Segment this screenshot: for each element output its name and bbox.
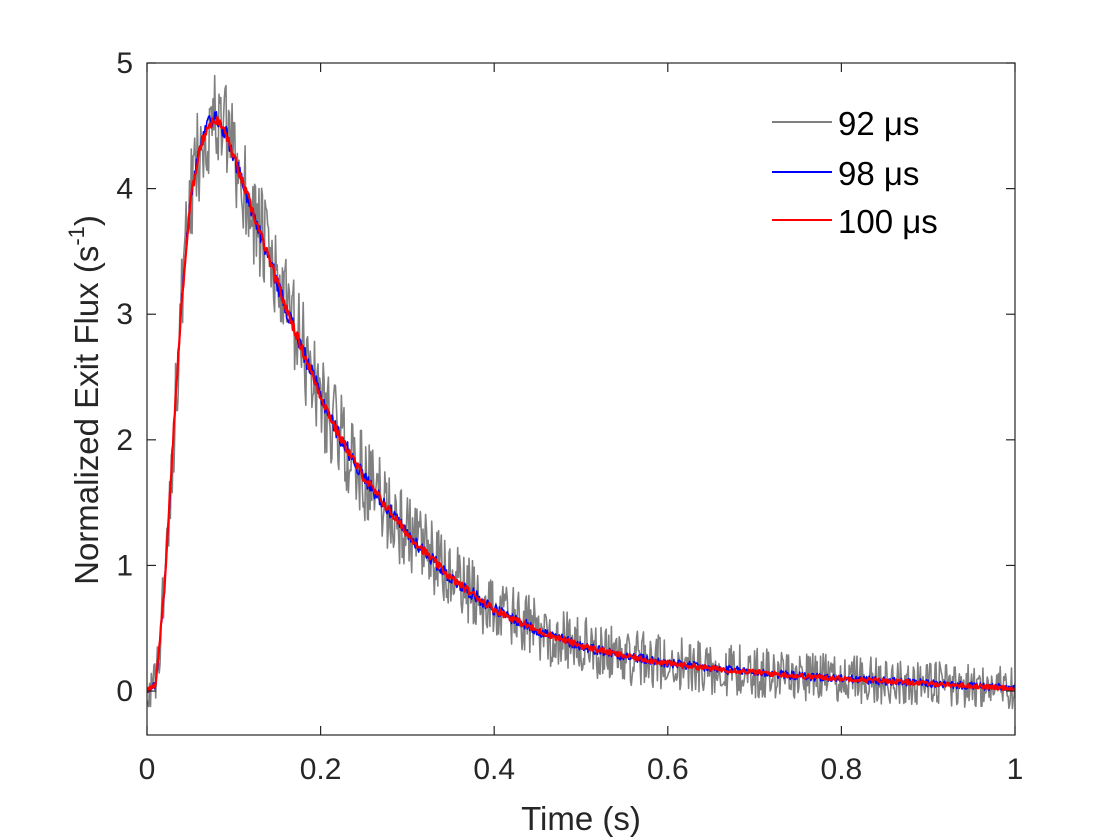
y-tick-label: 2 (116, 424, 133, 457)
x-tick-label: 0 (139, 753, 156, 786)
y-axis-label: Normalized Exit Flux (s-1) (64, 215, 105, 585)
tick-layer: 0 0.2 0.4 0.6 0.8 1 0 1 2 3 4 5 (116, 47, 1023, 786)
plot-frame (146, 62, 1016, 736)
y-tick-label: 0 (116, 675, 133, 708)
y-axis-label-superscript: -1 (64, 226, 89, 246)
y-axis-label-close: ) (68, 215, 105, 226)
y-tick-label: 1 (116, 549, 133, 582)
x-tick-label: 1 (1007, 753, 1024, 786)
legend: 92 μs 98 μs 100 μs (772, 105, 938, 240)
y-axis-label-main: Normalized Exit Flux (s (68, 246, 105, 585)
series-layer (147, 74, 1015, 710)
plot-area (147, 63, 1015, 735)
y-tick-label: 3 (116, 298, 133, 331)
series-line-2 (147, 115, 1015, 694)
legend-label-98us: 98 μs (838, 155, 919, 192)
x-tick-label: 0.2 (300, 753, 342, 786)
series-line-0 (147, 74, 1015, 710)
legend-label-92us: 92 μs (838, 105, 919, 142)
x-axis-label: Time (s) (521, 800, 641, 837)
x-tick-label: 0.4 (473, 753, 515, 786)
legend-label-100us: 100 μs (838, 203, 938, 240)
y-tick-label: 5 (116, 47, 133, 80)
x-tick-label: 0.8 (821, 753, 863, 786)
x-tick-label: 0.6 (647, 753, 689, 786)
y-tick-label: 4 (116, 173, 133, 206)
